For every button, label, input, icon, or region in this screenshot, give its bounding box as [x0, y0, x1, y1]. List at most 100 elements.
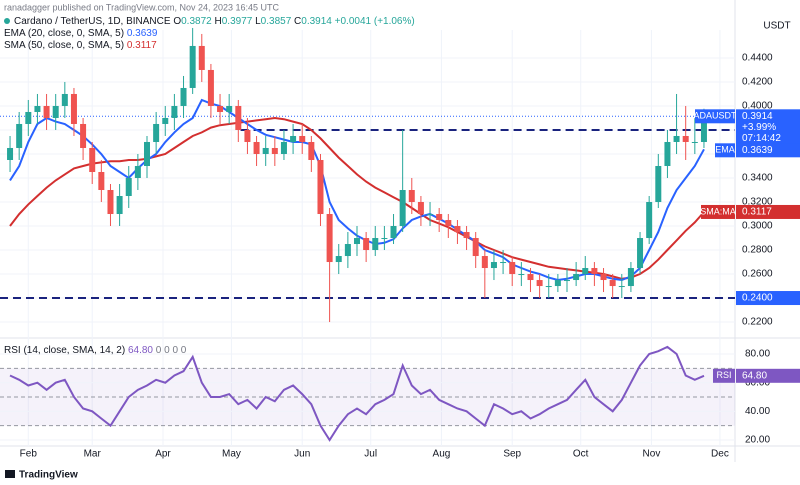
candle-body — [89, 147, 96, 172]
candle-body — [664, 141, 671, 166]
legend-part: Cardano / TetherUS, 1D, BINANCE — [14, 16, 171, 27]
y-tick-label: 0.3200 — [742, 197, 773, 208]
candle-body — [217, 105, 224, 112]
candle-body — [326, 214, 333, 263]
x-tick-label: Jul — [364, 449, 377, 460]
legend-part: C — [294, 16, 301, 27]
candle-body — [454, 226, 461, 233]
candle-body — [125, 177, 132, 197]
candle-body — [490, 262, 497, 269]
x-tick-label: May — [222, 449, 241, 460]
y-tick-label: 0.4400 — [742, 53, 773, 64]
legend-part: 0.3872 — [181, 16, 212, 27]
axis-label-box — [736, 204, 800, 219]
legend-part: RSI (14, close, SMA, 14, 2) — [4, 345, 125, 356]
x-tick-label: Nov — [643, 449, 661, 460]
candle-body — [198, 45, 205, 70]
candle-body — [463, 232, 470, 239]
candle-body — [52, 105, 59, 118]
axis-label-name-box — [695, 109, 735, 124]
candle-body — [646, 202, 653, 239]
legend-part: 64.80 — [128, 345, 153, 356]
y-tick-label: 0.3400 — [742, 173, 773, 184]
axis-label-value: 0.3117 — [742, 207, 772, 218]
axis-label-name-box — [713, 368, 735, 383]
axis-label-name: SMA:MA — [700, 206, 736, 216]
candle-body — [80, 123, 87, 148]
candle-body — [107, 190, 114, 215]
candle-body — [61, 93, 68, 106]
candle-body — [436, 214, 443, 221]
candle-body — [98, 171, 105, 191]
candle-body — [116, 196, 123, 215]
candle-body — [280, 141, 287, 154]
x-tick-label: Oct — [573, 449, 589, 460]
candle-body — [655, 165, 662, 203]
candle-body — [153, 123, 160, 142]
rsi-legend: RSI (14, close, SMA, 14, 2) 64.80 0 0 0 … — [4, 345, 187, 356]
axis-label-box — [736, 368, 800, 383]
y-tick-label: 0.3000 — [742, 221, 773, 232]
candle-body — [564, 280, 570, 282]
axis-label-box — [736, 143, 800, 158]
candle-body — [244, 129, 251, 142]
legend-part: 0.3977 — [222, 16, 253, 27]
axis-label-value: 07:14:42 — [742, 133, 781, 144]
axis-label-value: 64.80 — [742, 370, 767, 381]
symbol-dot — [4, 18, 10, 24]
candle-body — [472, 238, 479, 257]
y-tick-label: 0.2600 — [742, 269, 773, 280]
candle-body — [545, 286, 552, 288]
candle-body — [144, 141, 150, 166]
x-tick-label: Dec — [711, 449, 729, 460]
legend-part: 0.3857 — [261, 16, 292, 27]
candle-body — [700, 116, 707, 142]
candle-body — [682, 135, 689, 142]
candle-body — [381, 238, 388, 240]
level-label-box — [736, 291, 800, 306]
footer-text: TradingView — [19, 470, 78, 481]
x-tick-label: Sep — [503, 449, 521, 460]
sma-line — [9, 116, 705, 280]
candle-body — [417, 202, 424, 215]
candle-body — [427, 214, 434, 216]
axis-label-value: 0.3914 — [742, 111, 773, 122]
candle-body — [691, 141, 698, 143]
legend-part: L — [255, 16, 261, 27]
sma-legend: SMA (50, close, 0, SMA, 5) 0.3117 — [4, 40, 157, 51]
rsi-tick-label: 80.00 — [745, 349, 770, 360]
rsi-line — [9, 345, 705, 442]
candle-body — [637, 238, 644, 269]
rsi-tick-label: 40.00 — [745, 406, 770, 417]
candle-body — [354, 238, 360, 245]
y-tick-label: 0.2800 — [742, 245, 773, 256]
candle-body — [518, 274, 525, 276]
candle-body — [162, 117, 169, 124]
symbol-legend: Cardano / TetherUS, 1D, BINANCE O0.3872 … — [14, 16, 415, 27]
candle-body — [226, 105, 233, 112]
candle-body — [34, 105, 41, 112]
axis-label-name-box — [715, 143, 735, 158]
x-tick-label: Mar — [84, 449, 102, 460]
candle-body — [235, 105, 242, 130]
axis-label-value: +3.99% — [742, 122, 776, 133]
rsi-tick-label: 20.00 — [745, 435, 770, 446]
candle-body — [591, 268, 598, 275]
candle-body — [25, 111, 32, 124]
ema-legend: EMA (20, close, 0, SMA, 5) 0.3639 — [4, 28, 158, 39]
candle-body — [262, 147, 269, 154]
axis-label-name: EMA — [715, 145, 735, 155]
legend-part: O — [173, 16, 181, 27]
legend-part: 0.3117 — [127, 40, 157, 51]
x-tick-label: Feb — [20, 449, 38, 460]
candle-body — [390, 226, 397, 239]
candle-body — [290, 135, 297, 142]
candle-body — [308, 141, 315, 160]
candle-body — [189, 45, 196, 88]
candle-body — [335, 256, 342, 263]
candle-body — [673, 135, 680, 142]
candle-body — [445, 220, 452, 227]
legend-part: SMA (50, close, 0, SMA, 5) — [4, 40, 124, 51]
